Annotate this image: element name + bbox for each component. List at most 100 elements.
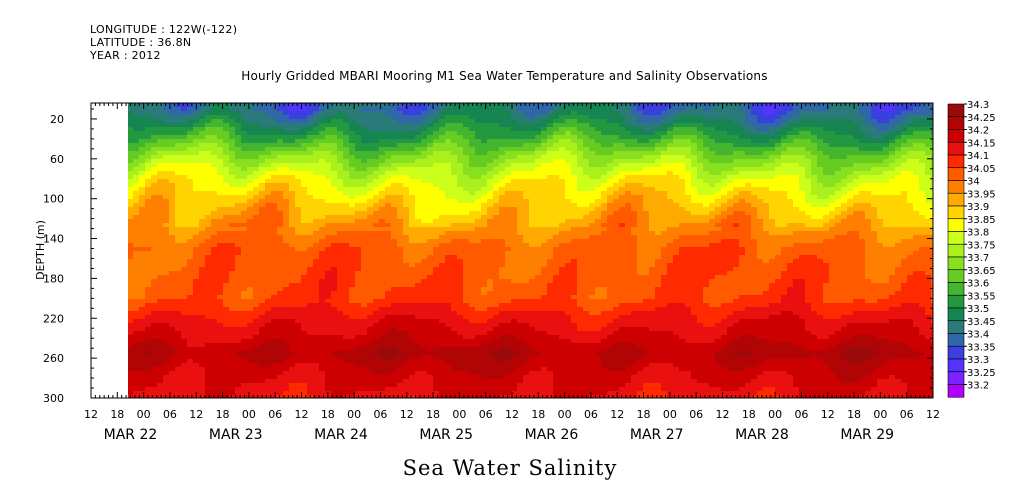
contour-cell xyxy=(529,199,536,204)
contour-cell xyxy=(229,223,236,228)
contour-cell xyxy=(307,111,314,116)
contour-cell xyxy=(913,219,920,224)
contour-cell xyxy=(931,151,933,156)
contour-cell xyxy=(601,203,608,208)
contour-cell xyxy=(745,143,752,148)
contour-cell xyxy=(337,183,344,188)
contour-cell xyxy=(331,163,338,168)
contour-cell xyxy=(571,151,578,156)
contour-cell xyxy=(907,223,914,228)
contour-cell xyxy=(499,187,506,192)
contour-cell xyxy=(385,163,392,168)
contour-cell xyxy=(913,231,920,236)
contour-cell xyxy=(409,239,416,244)
contour-cell xyxy=(661,147,668,152)
contour-cell xyxy=(181,187,188,192)
contour-cell xyxy=(235,111,242,116)
contour-cell xyxy=(757,143,764,148)
contour-cell xyxy=(889,107,896,112)
contour-cell xyxy=(925,187,932,192)
contour-cell xyxy=(337,243,344,248)
contour-cell xyxy=(595,119,602,124)
contour-cell xyxy=(721,119,728,124)
contour-cell xyxy=(169,199,176,204)
contour-cell xyxy=(727,107,734,112)
contour-cell xyxy=(307,203,314,208)
contour-cell xyxy=(457,235,464,240)
contour-cell xyxy=(847,183,854,188)
contour-cell xyxy=(655,219,662,224)
contour-cell xyxy=(685,203,692,208)
contour-cell xyxy=(373,179,380,184)
contour-cell xyxy=(397,187,404,192)
contour-cell xyxy=(199,187,206,192)
contour-cell xyxy=(403,111,410,116)
contour-cell xyxy=(895,227,902,232)
contour-cell xyxy=(247,163,254,168)
contour-cell xyxy=(571,131,578,136)
contour-cell xyxy=(409,167,416,172)
contour-cell xyxy=(343,115,350,120)
contour-cell xyxy=(409,131,416,136)
contour-cell xyxy=(199,143,206,148)
contour-cell xyxy=(571,219,578,224)
contour-cell xyxy=(205,223,212,228)
contour-cell xyxy=(883,223,890,228)
contour-cell xyxy=(157,215,164,220)
contour-cell xyxy=(277,155,284,160)
contour-cell xyxy=(649,123,656,128)
contour-cell xyxy=(349,119,356,124)
contour-cell xyxy=(445,211,452,216)
contour-cell xyxy=(481,239,488,244)
contour-cell xyxy=(721,175,728,180)
contour-cell xyxy=(865,179,872,184)
contour-cell xyxy=(469,195,476,200)
contour-cell xyxy=(889,143,896,148)
contour-cell xyxy=(757,139,764,144)
contour-cell xyxy=(811,211,818,216)
contour-cell xyxy=(595,231,602,236)
contour-cell xyxy=(781,199,788,204)
contour-cell xyxy=(379,183,386,188)
contour-cell xyxy=(601,111,608,116)
contour-cell xyxy=(613,227,620,232)
contour-cell xyxy=(649,135,656,140)
contour-cell xyxy=(385,203,392,208)
contour-cell xyxy=(925,203,932,208)
contour-cell xyxy=(769,207,776,212)
contour-cell xyxy=(277,135,284,140)
contour-cell xyxy=(271,191,278,196)
contour-cell xyxy=(409,143,416,148)
contour-cell xyxy=(583,171,590,176)
contour-cell xyxy=(799,175,806,180)
contour-cell xyxy=(913,171,920,176)
contour-cell xyxy=(859,199,866,204)
contour-cell xyxy=(541,195,548,200)
contour-cell xyxy=(415,203,422,208)
contour-cell xyxy=(811,207,818,212)
contour-cell xyxy=(865,135,872,140)
contour-cell xyxy=(397,171,404,176)
contour-cell xyxy=(715,151,722,156)
contour-cell xyxy=(637,171,644,176)
contour-cell xyxy=(823,159,830,164)
contour-cell xyxy=(907,163,914,168)
contour-cell xyxy=(733,103,740,108)
contour-cell xyxy=(649,115,656,120)
contour-cell xyxy=(697,211,704,216)
contour-cell xyxy=(739,231,746,236)
contour-cell xyxy=(763,127,770,132)
contour-cell xyxy=(235,123,242,128)
contour-cell xyxy=(289,135,296,140)
contour-cell xyxy=(265,207,272,212)
contour-cell xyxy=(703,123,710,128)
contour-cell xyxy=(649,147,656,152)
contour-cell xyxy=(499,155,506,160)
contour-cell xyxy=(337,147,344,152)
contour-cell xyxy=(163,243,170,248)
contour-cell xyxy=(739,147,746,152)
contour-cell xyxy=(475,143,482,148)
contour-cell xyxy=(727,179,734,184)
contour-cell xyxy=(187,215,194,220)
contour-cell xyxy=(145,235,152,240)
